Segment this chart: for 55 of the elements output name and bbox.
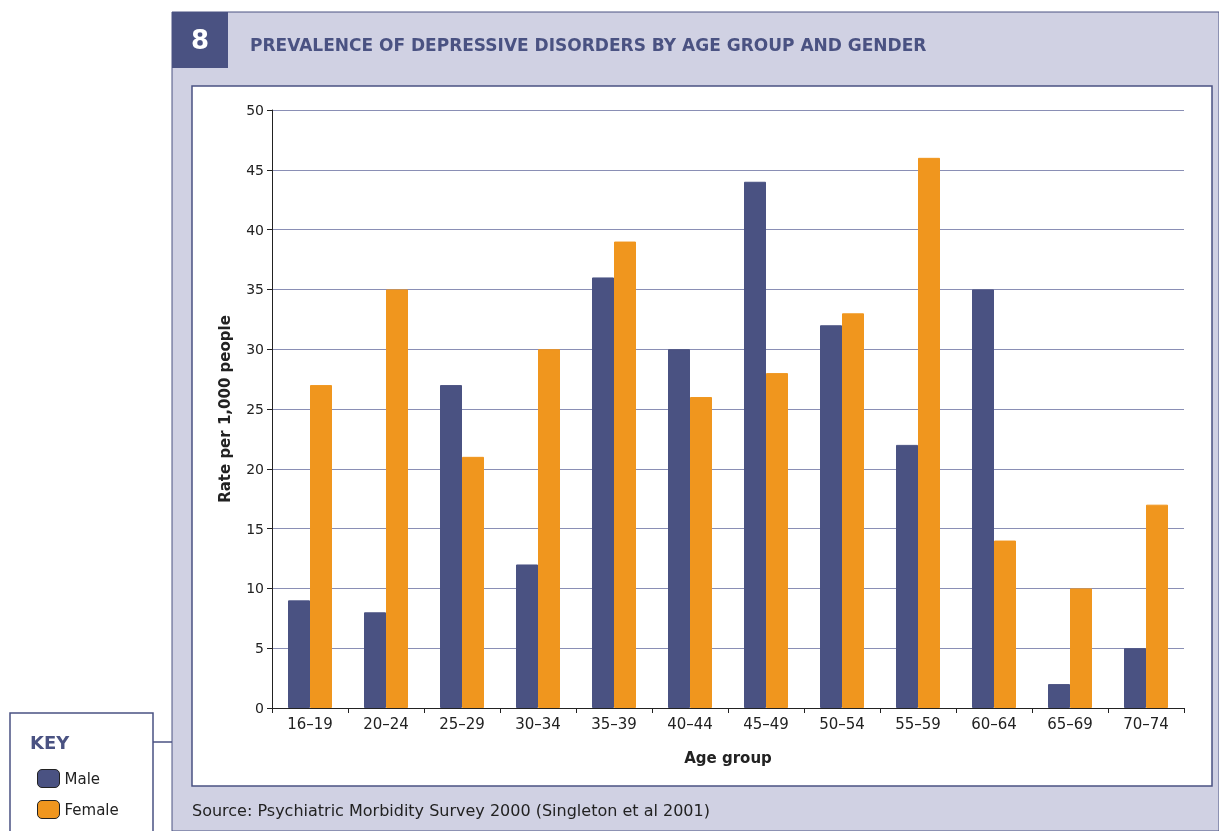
x-tick-label: 55–59 xyxy=(895,714,941,733)
bar xyxy=(614,241,636,708)
bar xyxy=(766,373,788,708)
bar xyxy=(820,325,842,708)
x-tick-label: 60–64 xyxy=(971,714,1017,733)
bar xyxy=(918,157,940,708)
x-tick-label: 40–44 xyxy=(667,714,713,733)
x-tick-label: 35–39 xyxy=(591,714,637,733)
y-tick-label: 25 xyxy=(246,401,264,417)
y-tick-label: 30 xyxy=(246,341,264,358)
bar xyxy=(1070,588,1092,708)
bar xyxy=(744,181,766,708)
bar xyxy=(896,444,918,708)
bar xyxy=(690,397,712,708)
x-tick-label: 65–69 xyxy=(1047,714,1093,733)
bar xyxy=(440,385,462,708)
y-tick-label: 45 xyxy=(246,161,264,178)
bar xyxy=(972,289,994,708)
bar xyxy=(1124,648,1146,708)
bar xyxy=(386,289,408,708)
bar xyxy=(516,564,538,708)
y-axis-title: Rate per 1,000 people xyxy=(215,315,234,503)
legend-label: Male xyxy=(64,769,101,788)
bar xyxy=(538,349,560,708)
y-tick-label: 0 xyxy=(255,700,264,716)
text: 8 xyxy=(190,25,210,55)
bar xyxy=(668,349,690,708)
bar xyxy=(592,277,614,708)
x-tick-label: 50–54 xyxy=(819,714,865,733)
y-tick-label: 20 xyxy=(246,460,264,477)
bar xyxy=(364,612,386,708)
x-tick-label: 45–49 xyxy=(743,714,789,733)
x-tick-label: 25–29 xyxy=(439,714,485,733)
x-tick-label: 70–74 xyxy=(1123,714,1169,733)
x-tick-label: 20–24 xyxy=(363,714,409,733)
legend-label: Female xyxy=(64,800,119,819)
y-tick-label: 15 xyxy=(246,520,264,537)
x-tick-label: 16–19 xyxy=(287,714,333,733)
y-tick-label: 10 xyxy=(246,580,264,597)
x-tick-label: 30–34 xyxy=(515,714,561,733)
y-tick-label: 35 xyxy=(246,281,264,298)
bar xyxy=(994,540,1016,708)
bar xyxy=(1146,504,1168,708)
bar xyxy=(310,385,332,708)
y-tick-label: 40 xyxy=(246,221,264,238)
y-tick-label: 5 xyxy=(255,640,264,657)
bar xyxy=(462,456,484,708)
legend-title: KEY xyxy=(30,731,71,753)
source-note: Source: Psychiatric Morbidity Survey 2000 (Singleton et al 2001) xyxy=(192,800,710,820)
bar xyxy=(1048,684,1070,708)
bar xyxy=(842,313,864,708)
y-tick-label: 50 xyxy=(246,102,264,118)
chart-title: PREVALENCE OF DEPRESSIVE DISORDERS BY AGE GROUP AND GENDER xyxy=(250,34,927,55)
x-axis-title: Age group xyxy=(684,748,773,767)
bar xyxy=(288,600,310,708)
